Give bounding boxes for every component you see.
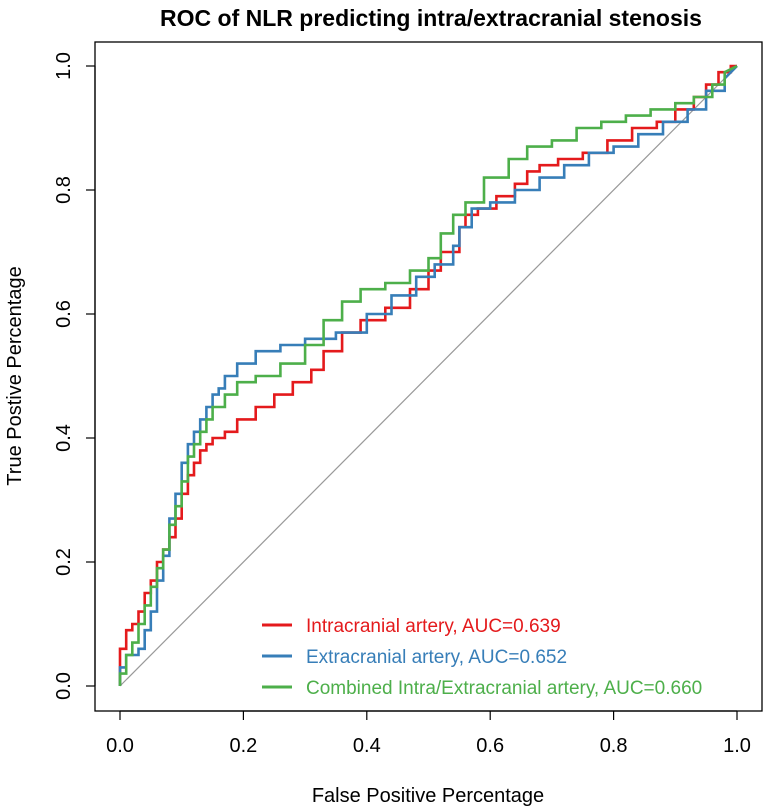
x-tick-label: 0.2	[229, 735, 257, 757]
x-axis: 0.0 0.2 0.4 0.6 0.8 1.0	[106, 710, 751, 757]
x-tick-label: 0.8	[600, 735, 628, 757]
x-axis-label: False Positive Percentage	[312, 785, 544, 807]
y-tick-label: 0.6	[53, 300, 75, 328]
x-tick-label: 0.0	[106, 735, 134, 757]
y-axis: 0.0 0.2 0.4 0.6 0.8 1.0	[53, 52, 96, 700]
y-tick-label: 0.4	[53, 424, 75, 452]
y-tick-label: 1.0	[53, 52, 75, 80]
y-tick-label: 0.8	[53, 176, 75, 204]
y-axis-label: True Postive Percentage	[4, 266, 26, 485]
legend-label-combined: Combined Intra/Extracranial artery, AUC=…	[306, 678, 702, 699]
y-tick-label: 0.2	[53, 548, 75, 576]
x-tick-label: 0.6	[476, 735, 504, 757]
legend: Intracranial artery, AUC=0.639 Extracrani…	[262, 616, 702, 699]
x-tick-label: 1.0	[723, 735, 751, 757]
roc-line-combined	[118, 64, 738, 686]
legend-label-extracranial: Extracranial artery, AUC=0.652	[306, 647, 567, 668]
legend-label-intracranial: Intracranial artery, AUC=0.639	[306, 616, 561, 637]
y-tick-label: 0.0	[53, 672, 75, 700]
chart-title: ROC of NLR predicting intra/extracranial…	[160, 5, 702, 31]
series-group	[118, 64, 738, 686]
chance-reference-line	[119, 65, 738, 687]
x-tick-label: 0.4	[353, 735, 381, 757]
